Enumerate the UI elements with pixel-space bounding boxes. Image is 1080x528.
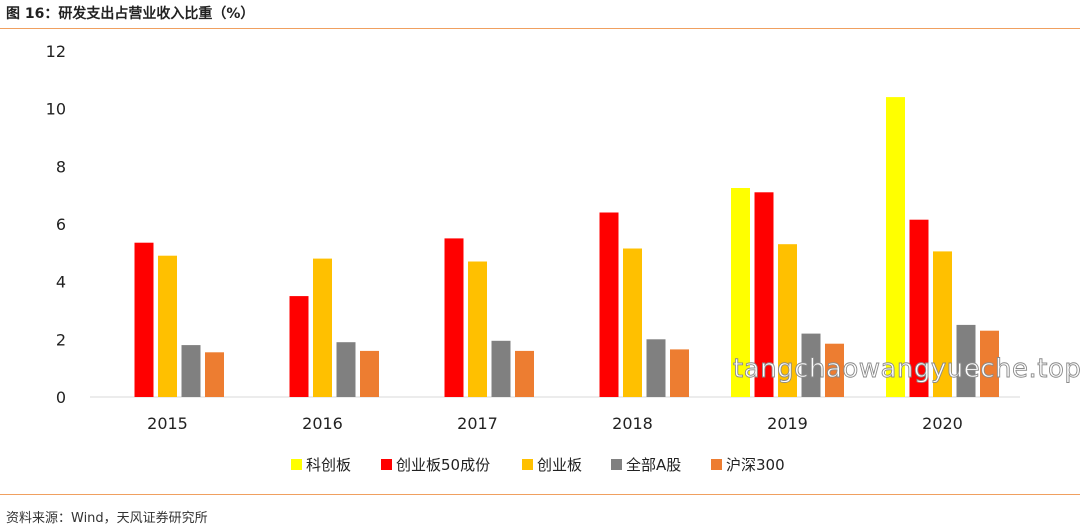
bar [313, 258, 332, 397]
legend-label: 沪深300 [726, 456, 785, 474]
legend-swatch [381, 459, 392, 470]
bar [731, 188, 750, 397]
legend-swatch [711, 459, 722, 470]
figure-title: 图 16：研发支出占营业收入比重（%） [6, 6, 255, 22]
y-tick-label: 4 [56, 273, 66, 292]
bar [468, 261, 487, 397]
bar [515, 350, 534, 397]
bars-group [134, 97, 999, 397]
y-axis: 0 2 4 6 8 10 12 [46, 42, 66, 407]
x-tick-label: 2019 [767, 414, 808, 433]
bar [444, 238, 464, 397]
y-tick-label: 0 [56, 388, 66, 407]
bar [825, 343, 844, 397]
x-tick-label: 2017 [457, 414, 498, 433]
bar [181, 345, 201, 397]
bar [360, 350, 379, 397]
figure-footer: 资料来源：Wind，天风证券研究所 [0, 494, 1080, 528]
legend-label: 创业板50成份 [396, 456, 490, 474]
bar [158, 255, 177, 397]
bar [336, 342, 356, 397]
y-tick-label: 6 [56, 215, 66, 234]
y-tick-label: 2 [56, 330, 66, 349]
legend-swatch [611, 459, 622, 470]
y-tick-label: 8 [56, 157, 66, 176]
y-tick-label: 12 [46, 42, 66, 61]
x-tick-label: 2020 [922, 414, 963, 433]
legend-swatch [291, 459, 302, 470]
x-tick-label: 2018 [612, 414, 653, 433]
bar [289, 296, 309, 397]
bar [956, 324, 976, 397]
legend-label: 科创板 [306, 456, 351, 474]
legend-label: 全部A股 [626, 456, 681, 474]
bar [801, 333, 821, 397]
watermark: tangchaowangyueche.top [733, 354, 1080, 384]
x-tick-label: 2015 [147, 414, 188, 433]
legend: 科创板 创业板50成份 创业板 全部A股 沪深300 [291, 456, 785, 474]
bar [980, 330, 999, 397]
bar [886, 97, 905, 397]
bar [646, 339, 666, 397]
x-tick-label: 2016 [302, 414, 343, 433]
bar [933, 251, 952, 397]
bar [623, 248, 642, 397]
bar [778, 244, 797, 397]
bar [754, 192, 774, 397]
bar [205, 352, 224, 397]
bar [491, 340, 511, 397]
source-note: 资料来源：Wind，天风证券研究所 [6, 511, 208, 526]
bar [909, 219, 929, 397]
legend-label: 创业板 [537, 456, 582, 474]
y-tick-label: 10 [46, 100, 66, 119]
figure-header: 图 16：研发支出占营业收入比重（%） [0, 0, 1080, 29]
legend-swatch [522, 459, 533, 470]
bar [670, 349, 689, 397]
bar [599, 212, 619, 397]
bar [134, 242, 154, 397]
x-axis: 2015 2016 2017 2018 2019 2020 [147, 414, 963, 433]
